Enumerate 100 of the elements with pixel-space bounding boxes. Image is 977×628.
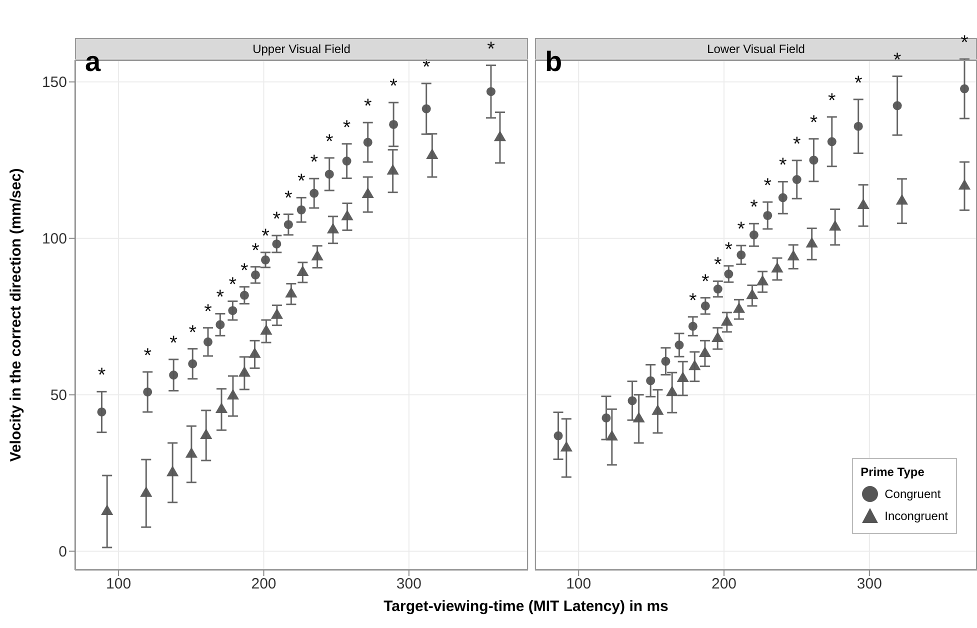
point bbox=[746, 288, 758, 300]
point bbox=[666, 386, 678, 396]
point bbox=[143, 387, 152, 396]
point bbox=[226, 389, 240, 400]
point bbox=[426, 148, 438, 159]
point bbox=[169, 370, 178, 380]
point bbox=[341, 210, 354, 220]
point bbox=[712, 331, 724, 342]
point bbox=[778, 193, 788, 202]
point bbox=[771, 262, 784, 273]
point bbox=[486, 87, 496, 96]
annotation: * bbox=[188, 322, 197, 344]
point bbox=[720, 315, 733, 326]
annotation: * bbox=[779, 154, 787, 177]
point bbox=[896, 194, 908, 205]
point bbox=[958, 179, 971, 190]
point bbox=[809, 156, 818, 165]
point bbox=[661, 356, 670, 366]
point bbox=[363, 138, 372, 147]
point bbox=[284, 220, 293, 230]
annotation: * bbox=[390, 76, 398, 98]
annotation: * bbox=[284, 187, 293, 210]
annotation: * bbox=[737, 218, 746, 241]
point bbox=[216, 320, 225, 330]
annotation: * bbox=[98, 364, 106, 387]
annotation: * bbox=[689, 290, 697, 312]
x-tick-label: 100 bbox=[106, 576, 132, 593]
x-tick-label: 100 bbox=[566, 576, 592, 593]
annotation: * bbox=[325, 130, 334, 153]
point bbox=[857, 198, 870, 209]
point bbox=[310, 188, 319, 198]
point bbox=[688, 322, 698, 331]
point bbox=[787, 250, 800, 260]
annotation: * bbox=[893, 49, 902, 72]
annotation: * bbox=[792, 133, 801, 156]
point bbox=[228, 306, 238, 316]
point bbox=[166, 466, 179, 476]
point bbox=[362, 188, 374, 198]
point bbox=[494, 130, 506, 142]
point bbox=[736, 250, 746, 260]
legend-label: Incongruent bbox=[884, 509, 948, 523]
point bbox=[342, 156, 352, 166]
point bbox=[296, 265, 309, 276]
annotation: * bbox=[714, 254, 722, 276]
legend-title: Prime Type bbox=[860, 465, 926, 479]
point bbox=[200, 428, 212, 439]
point bbox=[238, 366, 251, 377]
annotation: * bbox=[702, 270, 710, 293]
annotation: * bbox=[364, 96, 372, 118]
point bbox=[240, 290, 249, 300]
x-axis-title: Target-viewing-time (MIT Latency) in ms bbox=[382, 598, 670, 615]
point bbox=[829, 220, 842, 231]
annotation: * bbox=[170, 332, 178, 354]
y-tick-label: 50 bbox=[50, 387, 67, 404]
point bbox=[688, 360, 701, 370]
annotation: * bbox=[342, 116, 351, 139]
annotation: * bbox=[810, 112, 818, 134]
chart-title: Upper Visual Field bbox=[252, 42, 350, 56]
point bbox=[698, 346, 712, 357]
point bbox=[732, 302, 746, 313]
point bbox=[676, 371, 689, 382]
point bbox=[285, 287, 298, 298]
annotation: * bbox=[960, 32, 969, 54]
x-tick-label: 300 bbox=[856, 576, 882, 593]
annotation: * bbox=[252, 240, 260, 262]
point bbox=[296, 205, 306, 214]
annotation: * bbox=[204, 300, 212, 323]
annotation: * bbox=[310, 152, 318, 174]
point bbox=[827, 137, 836, 146]
annotation: * bbox=[750, 196, 758, 219]
annotation: * bbox=[297, 170, 306, 193]
point bbox=[724, 270, 734, 279]
point bbox=[892, 101, 902, 110]
point bbox=[272, 239, 282, 248]
point bbox=[756, 274, 769, 286]
point bbox=[960, 84, 970, 94]
point bbox=[140, 486, 152, 497]
annotation: * bbox=[487, 38, 496, 60]
point bbox=[763, 211, 772, 220]
y-tick-label: 0 bbox=[58, 544, 67, 561]
annotation: * bbox=[854, 72, 862, 94]
legend-label: Congruent bbox=[884, 487, 941, 501]
annotation: * bbox=[216, 286, 224, 309]
point bbox=[560, 440, 572, 452]
point bbox=[185, 447, 198, 458]
x-tick-label: 200 bbox=[712, 576, 737, 593]
point bbox=[97, 407, 106, 416]
annotation: * bbox=[724, 238, 733, 261]
point bbox=[713, 284, 722, 294]
annotation: * bbox=[228, 274, 237, 296]
point bbox=[203, 337, 213, 346]
point bbox=[260, 324, 272, 335]
point bbox=[311, 250, 324, 260]
point bbox=[250, 270, 260, 280]
point bbox=[326, 222, 340, 234]
point bbox=[324, 170, 334, 179]
point bbox=[101, 504, 114, 515]
point bbox=[422, 104, 431, 114]
annotation: * bbox=[240, 260, 249, 282]
point bbox=[854, 122, 863, 131]
